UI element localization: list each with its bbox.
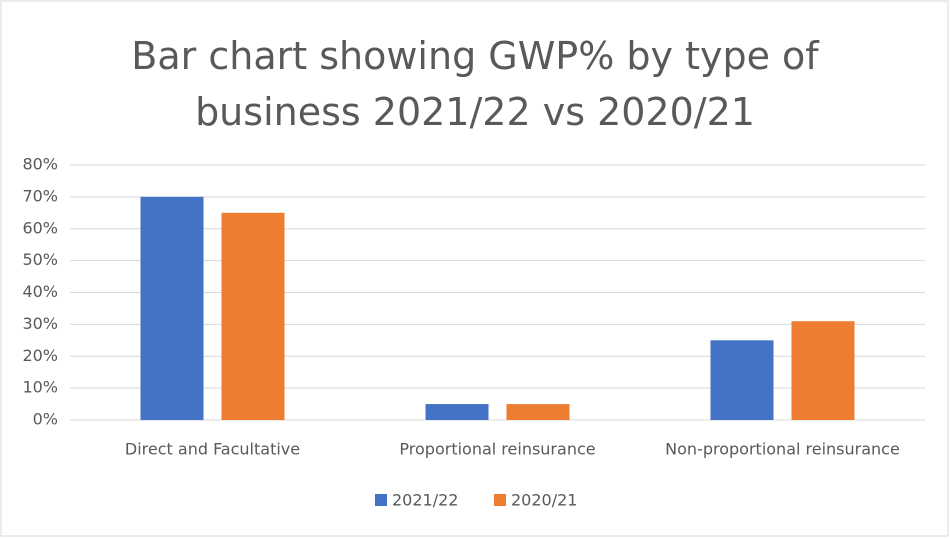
y-tick-label: 30% xyxy=(22,314,58,333)
bar xyxy=(791,321,855,420)
y-tick-label: 60% xyxy=(22,218,58,237)
legend-swatch xyxy=(375,494,387,506)
chart-title: Bar chart showing GWP% by type of busine… xyxy=(131,34,819,134)
x-tick-label: Non-proportional reinsurance xyxy=(665,440,900,459)
y-tick-label: 40% xyxy=(22,282,58,301)
y-tick-label: 0% xyxy=(33,410,58,429)
bar xyxy=(506,404,570,420)
legend-label: 2020/21 xyxy=(511,491,577,510)
y-tick-label: 10% xyxy=(22,378,58,397)
y-tick-label: 80% xyxy=(22,155,58,174)
bar xyxy=(140,196,204,420)
bar xyxy=(221,212,285,420)
y-tick-label: 20% xyxy=(22,346,58,365)
x-tick-label: Direct and Facultative xyxy=(125,440,300,459)
y-tick-label: 50% xyxy=(22,250,58,269)
legend-swatch xyxy=(494,494,506,506)
bar xyxy=(425,404,489,420)
bar xyxy=(710,340,774,420)
x-tick-label: Proportional reinsurance xyxy=(399,440,595,459)
y-tick-label: 70% xyxy=(22,186,58,205)
legend-label: 2021/22 xyxy=(392,491,458,510)
